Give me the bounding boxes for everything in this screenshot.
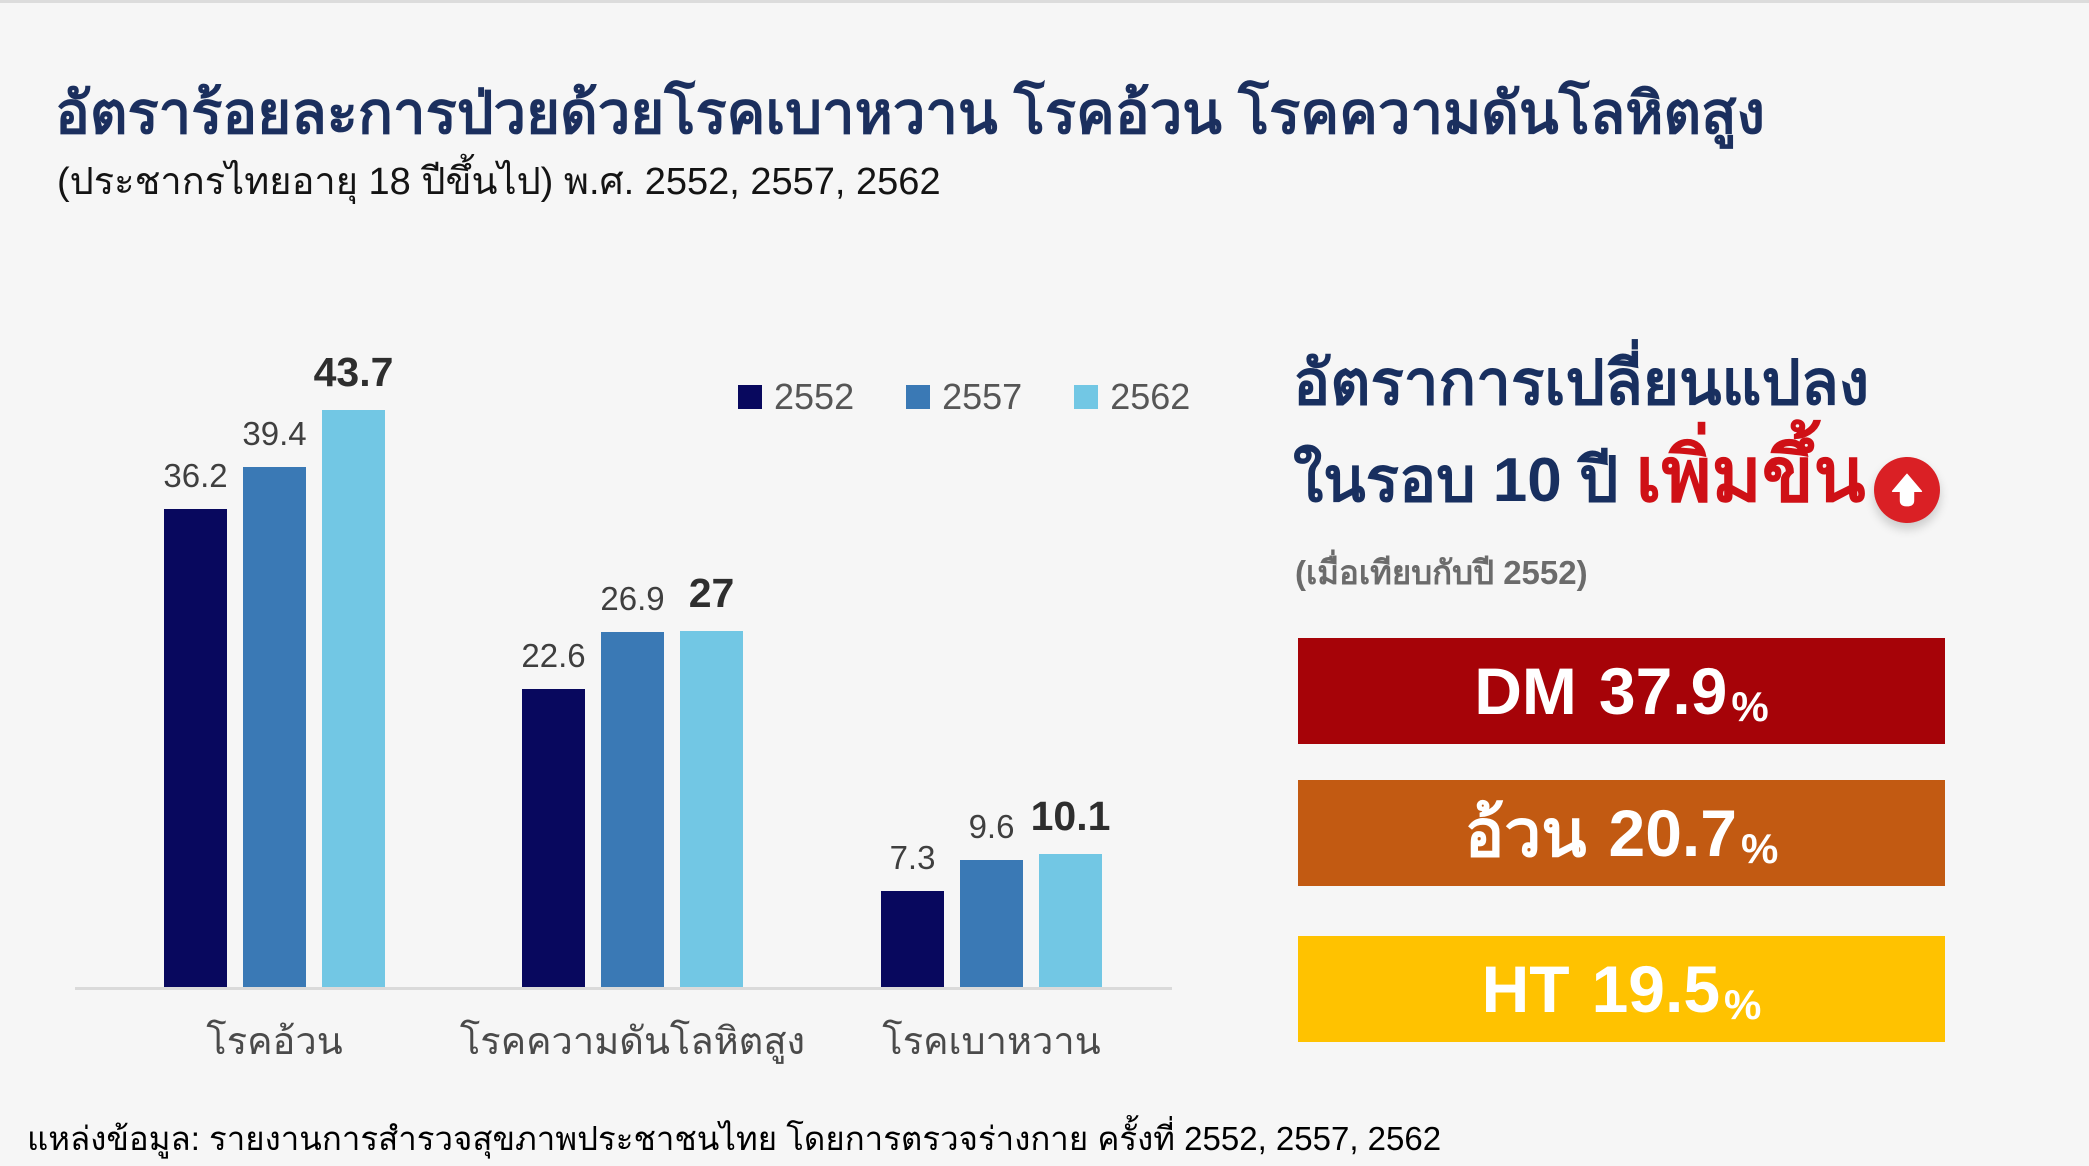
page-subtitle: (ประชากรไทยอายุ 18 ปีขึ้นไป) พ.ศ. 2552, … bbox=[57, 161, 941, 203]
legend-label: 2552 bbox=[774, 376, 855, 417]
stat-box-unit: % bbox=[1731, 683, 1769, 730]
stat-box-value: 20.7 bbox=[1608, 796, 1737, 870]
bar-2557-โรคความดันโลหิตสูง bbox=[601, 632, 664, 987]
bar-2562-โรคความดันโลหิตสูง bbox=[680, 631, 743, 987]
stat-box-label: อ้วน bbox=[1464, 795, 1587, 870]
change-stat-boxes: DM 37.9% อ้วน 20.7% HT 19.5% bbox=[1298, 638, 1945, 1042]
heading-increase-text: เพิ่มขึ้น bbox=[1635, 433, 1866, 518]
heading-line1: อัตราการเปลี่ยนแปลง bbox=[1293, 349, 1870, 418]
legend-item-2562: 2562 bbox=[1074, 376, 1190, 418]
chart-legend: 2552 2557 2562 bbox=[738, 376, 1190, 418]
bar-value-label: 9.6 bbox=[968, 808, 1015, 845]
legend-swatch-icon bbox=[1074, 385, 1099, 409]
page-title: อัตราร้อยละการป่วยด้วยโรคเบาหวาน โรคอ้วน… bbox=[55, 81, 1765, 146]
comparison-note: (เมื่อเทียบกับปี 2552) bbox=[1295, 554, 1588, 591]
top-divider bbox=[0, 0, 2089, 3]
bar-value-label: 36.2 bbox=[163, 457, 228, 494]
bar-value-label: 10.1 bbox=[1030, 793, 1111, 839]
legend-label: 2562 bbox=[1110, 376, 1191, 417]
stat-box-label: DM bbox=[1474, 654, 1577, 728]
bar-2557-โรคอ้วน bbox=[243, 467, 306, 987]
bar-value-label: 27 bbox=[688, 570, 735, 616]
bar-2552-โรคความดันโลหิตสูง bbox=[522, 689, 585, 987]
bar-chart: 36.2 39.4 43.7 โรคอ้วน 22.6 26.9 27 โรคความดันโ… bbox=[75, 300, 1172, 1063]
legend-item-2557: 2557 bbox=[906, 376, 1022, 418]
bar-value-label: 7.3 bbox=[889, 839, 936, 876]
bar-2557-โรคเบาหวาน bbox=[960, 860, 1023, 987]
category-label: โรคอ้วน bbox=[206, 1021, 343, 1063]
category-label: โรคความดันโลหิตสูง bbox=[459, 1021, 806, 1063]
source-note: แหล่งข้อมูล: รายงานการสำรวจสุขภาพประชาชน… bbox=[27, 1120, 1442, 1157]
bar-2552-โรคเบาหวาน bbox=[881, 891, 944, 987]
bar-2562-โรคเบาหวาน bbox=[1039, 854, 1102, 987]
bar-2562-โรคอ้วน bbox=[322, 410, 385, 987]
legend-swatch-icon bbox=[906, 385, 931, 409]
stat-box-label: HT bbox=[1481, 952, 1570, 1026]
stat-box-value: 19.5 bbox=[1591, 952, 1721, 1026]
category-label: โรคเบาหวาน bbox=[882, 1021, 1101, 1063]
up-arrow-icon bbox=[1873, 457, 1940, 523]
legend-swatch-icon bbox=[738, 385, 762, 409]
legend-label: 2557 bbox=[942, 376, 1023, 417]
stat-box-unit: % bbox=[1740, 825, 1779, 872]
bar-value-label: 39.4 bbox=[242, 415, 307, 452]
stat-box-HT: HT 19.5% bbox=[1298, 936, 1945, 1042]
stat-box-unit: % bbox=[1724, 981, 1762, 1028]
heading-line2-prefix: ในรอบ 10 ปี bbox=[1293, 446, 1636, 515]
bar-value-label: 26.9 bbox=[600, 580, 665, 617]
bar-value-label: 22.6 bbox=[521, 637, 586, 674]
bar-2552-โรคอ้วน bbox=[164, 509, 227, 987]
stat-box-อ้วน: อ้วน 20.7% bbox=[1298, 780, 1945, 886]
stat-box-DM: DM 37.9% bbox=[1298, 638, 1945, 744]
bar-value-label: 43.7 bbox=[313, 349, 394, 395]
change-rate-heading: อัตราการเปลี่ยนแปลง ในรอบ 10 ปี เพิ่มขึ้… bbox=[1293, 338, 1940, 527]
stat-box-value: 37.9 bbox=[1598, 654, 1728, 728]
legend-item-2552: 2552 bbox=[738, 376, 854, 418]
